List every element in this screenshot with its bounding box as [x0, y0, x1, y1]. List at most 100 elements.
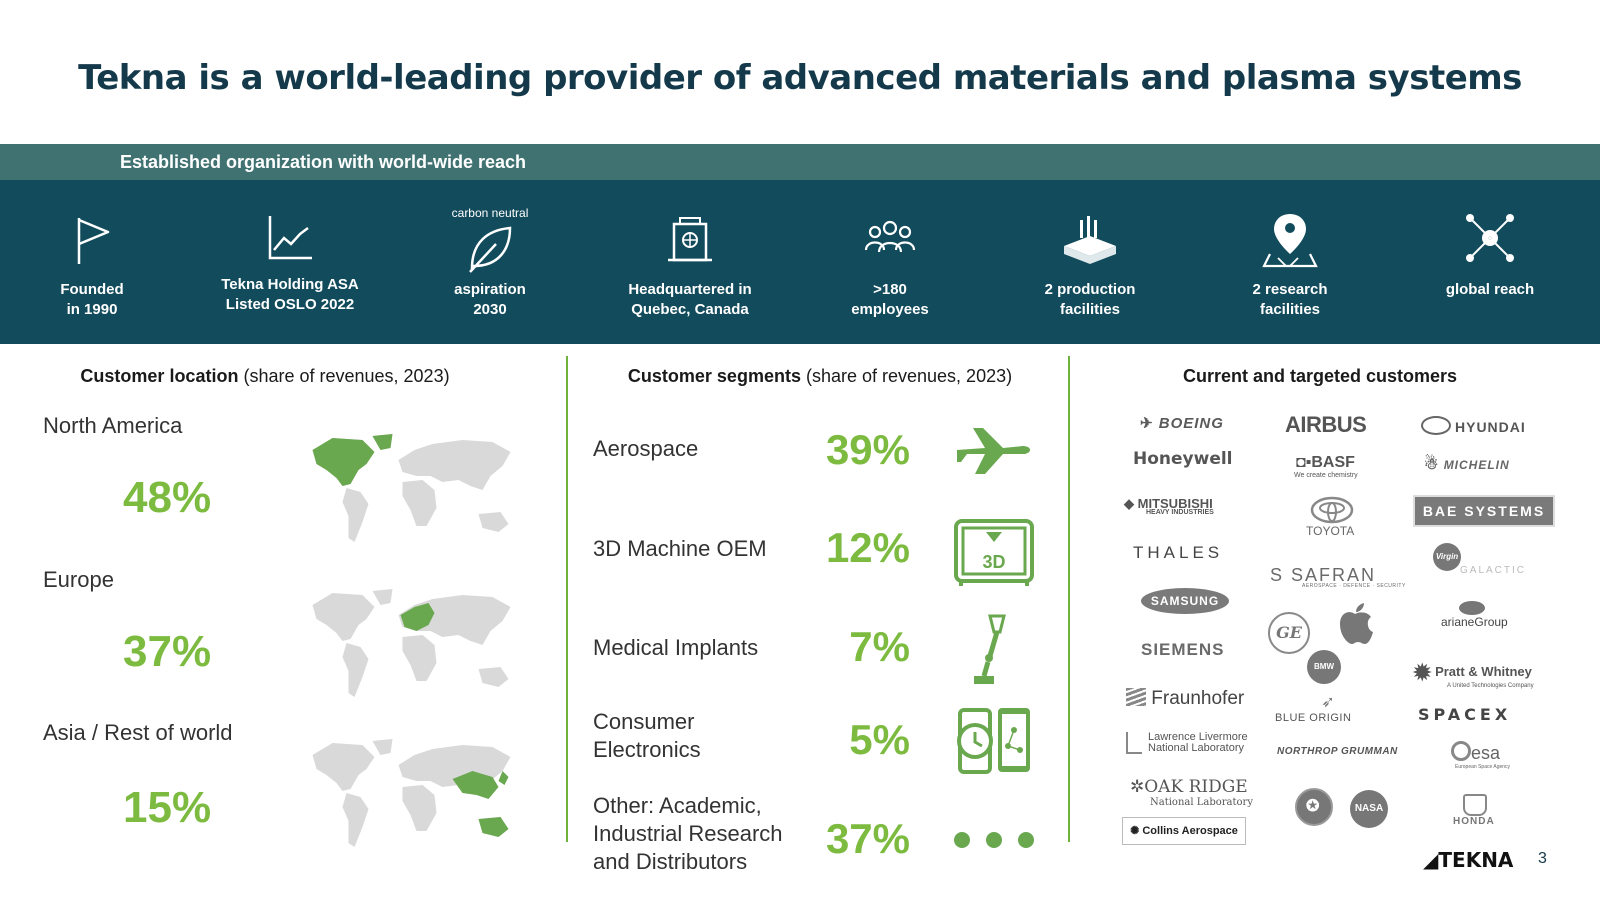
logo-subtext: A United Technologies Company: [1447, 683, 1534, 689]
collins-icon: ✺: [1130, 825, 1140, 837]
airplane-icon: [957, 428, 1031, 474]
logo-samsung: SAMSUNG: [1141, 588, 1229, 614]
pratt-icon: ✹: [1413, 660, 1432, 685]
michelin-icon: ☃: [1424, 456, 1440, 473]
logo-text: BOEING: [1158, 415, 1224, 432]
safran-icon: S: [1270, 565, 1285, 585]
logo-text: Pratt & Whitney: [1435, 664, 1532, 679]
fact-line1: >180: [873, 281, 907, 298]
logo-blue-origin: ➶ BLUE ORIGIN: [1275, 692, 1351, 724]
logo-ariane: arianeGroup: [1441, 601, 1508, 629]
segment-name: Other: Academic, Industrial Research and D…: [593, 792, 783, 876]
toyota-icon: [1310, 496, 1354, 524]
llnl-icon: [1126, 732, 1142, 754]
customers-heading-text: Current and targeted customers: [1182, 366, 1458, 386]
fact-line2: Listed OSLO 2022: [225, 296, 355, 313]
fact-employees: >180 employees: [790, 180, 990, 344]
segment-name-line1: Consumer: [593, 709, 695, 734]
logo-seal: ✪: [1295, 788, 1333, 826]
ariane-icon: [1459, 601, 1485, 615]
logo-text: arianeGroup: [1441, 615, 1508, 629]
logo-llnl: Lawrence Livermore National Laboratory: [1126, 732, 1248, 754]
logo-subtext: We create chemistry: [1294, 472, 1358, 479]
prosthetic-leg-icon: [974, 614, 1006, 684]
logo-collins: ✺ Collins Aerospace: [1122, 817, 1246, 845]
segment-name: 3D Machine OEM: [593, 536, 767, 561]
logo-honeywell: Honeywell: [1133, 449, 1233, 469]
facts-band: Founded in 1990 Tekna Holding ASA Listed O…: [0, 180, 1600, 344]
logo-text: MITSUBISHI: [1137, 496, 1213, 511]
seal-icon: ✪: [1306, 798, 1320, 815]
logo-bmw: BMW: [1307, 650, 1341, 684]
customers-heading: Current and targeted customers: [1110, 366, 1530, 387]
logo-oak-ridge: ✲OAK RIDGE National Laboratory: [1130, 777, 1253, 810]
logo-nasa: NASA: [1350, 790, 1388, 828]
logo-siemens: SIEMENS: [1141, 640, 1225, 659]
esa-icon: [1451, 741, 1471, 761]
segment-name: Aerospace: [593, 436, 699, 461]
mitsubishi-icon: ◆: [1124, 496, 1134, 511]
segment-name-line2: Electronics: [593, 737, 701, 762]
segment-pct: 12%: [825, 524, 910, 571]
fact-production: 2 production facilities: [990, 180, 1190, 344]
logo-michelin: ☃ MICHELIN: [1424, 454, 1510, 474]
fraunhofer-icon: [1126, 688, 1146, 706]
region-name: North America: [43, 413, 183, 438]
region-pct: 48%: [123, 473, 212, 522]
dots-icon: [954, 832, 1034, 848]
segment-pct: 39%: [825, 426, 910, 473]
fact-line2: 2030: [473, 301, 507, 318]
region-pct: 15%: [123, 783, 212, 832]
logo-text: HONDA: [1453, 816, 1495, 827]
logo-galactic: GALACTIC: [1460, 565, 1527, 576]
oak-ridge-icon: ✲: [1130, 777, 1145, 797]
fact-line1: Tekna Holding ASA: [221, 276, 359, 293]
logo-thales: THALES: [1133, 543, 1224, 562]
fact-research: 2 research facilities: [1190, 180, 1390, 344]
leaf-icon: [469, 226, 512, 273]
logo-fraunhofer: Fraunhofer: [1126, 688, 1244, 710]
logo-mitsubishi: ◆ MITSUBISHI HEAVY INDUSTRIES: [1124, 496, 1214, 516]
devices-icon: [957, 708, 1030, 774]
3d-printer-icon: 3D: [954, 519, 1034, 586]
logo-subtext: HEAVY INDUSTRIES: [1146, 509, 1214, 516]
logo-honda: HONDA: [1453, 794, 1495, 827]
logo-bae: BAE SYSTEMS: [1413, 495, 1555, 527]
fact-line1: Headquartered in: [628, 281, 752, 298]
logo-text: HYUNDAI: [1455, 419, 1526, 435]
location-heading-bold: Customer location: [80, 366, 239, 386]
world-map-asia: [312, 739, 511, 847]
segment-pct: 7%: [849, 623, 910, 670]
logo-hyundai: HYUNDAI: [1421, 416, 1526, 435]
location-heading: Customer location (share of revenues, 20…: [60, 366, 470, 387]
people-icon: [864, 220, 916, 253]
tekna-logo-text: TEKNA: [1438, 848, 1514, 872]
3d-printer-label: 3D: [982, 552, 1005, 572]
segment-name-line3: and Distributors: [593, 849, 748, 874]
boeing-icon: ✈: [1140, 415, 1154, 432]
page-title: Tekna is a world-leading provider of adv…: [78, 58, 1522, 98]
world-map-north-america: [312, 434, 511, 542]
logo-text: Fraunhofer: [1151, 688, 1245, 709]
flag-icon: [77, 218, 110, 264]
hyundai-icon: [1421, 416, 1451, 435]
segment-pct: 37%: [825, 815, 910, 862]
segment-name-line2: Industrial Research: [593, 821, 783, 846]
apple-logo-icon: [1340, 603, 1373, 644]
logo-pratt: ✹ Pratt & Whitney A United Technologies …: [1413, 660, 1534, 689]
segment-name-line1: Other: Academic,: [593, 793, 762, 818]
logo-text: BASF: [1311, 454, 1355, 471]
logo-text: BLUE ORIGIN: [1275, 712, 1352, 724]
logo-virgin: Virgin: [1433, 543, 1461, 571]
fact-line1: Founded: [60, 281, 124, 298]
segments-heading-bold: Customer segments: [627, 366, 801, 386]
factory-icon: [1064, 216, 1116, 264]
fact-line2: facilities: [1059, 301, 1121, 318]
fact-line1: 2 production: [1044, 281, 1136, 298]
segments-heading: Customer segments (share of revenues, 20…: [610, 366, 1030, 387]
fact-global-reach: global reach: [1390, 180, 1590, 344]
fact-listed: Tekna Holding ASA Listed OSLO 2022: [190, 180, 390, 344]
page-number: 3: [1538, 850, 1547, 867]
segments-heading-rest: (share of revenues, 2023): [800, 366, 1013, 386]
logo-basf: ◘▪BASF We create chemistry: [1294, 454, 1358, 479]
